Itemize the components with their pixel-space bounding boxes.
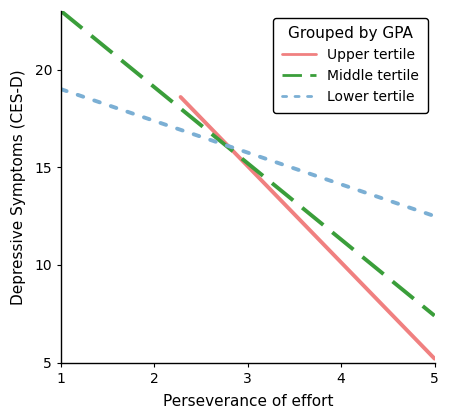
Upper tertile — [178, 94, 183, 100]
X-axis label: Perseverance of effort: Perseverance of effort — [162, 394, 333, 409]
Line: Upper tertile: Upper tertile — [180, 97, 435, 359]
Y-axis label: Depressive Symptoms (CES-D): Depressive Symptoms (CES-D) — [11, 69, 26, 304]
Upper tertile — [432, 356, 437, 361]
Legend: Upper tertile, Middle tertile, Lower tertile: Upper tertile, Middle tertile, Lower ter… — [273, 18, 428, 113]
